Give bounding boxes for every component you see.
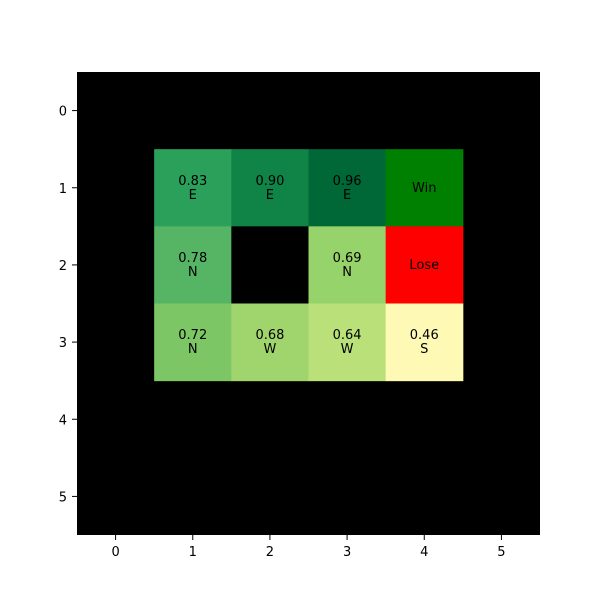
grid-cell-fill [308, 149, 387, 227]
y-tick-label: 3 [59, 336, 67, 351]
cell-value-label: 0.96 [333, 174, 362, 189]
grid-cell-fill [385, 226, 464, 304]
grid-cell [231, 226, 309, 304]
cell-value-label: 0.83 [178, 174, 207, 189]
cell-action-label: N [342, 265, 352, 280]
x-tick-label: 0 [111, 545, 119, 560]
grid-cell-fill [154, 303, 232, 382]
cell-value-label: 0.64 [333, 328, 362, 343]
cell-value-label: 0.68 [255, 328, 284, 343]
y-tick-label: 5 [59, 490, 67, 505]
x-tick-label: 3 [343, 545, 351, 560]
cell-action-label: N [188, 342, 198, 357]
grid-cell-fill [231, 303, 309, 382]
y-tick-label: 2 [59, 259, 67, 274]
grid-cell-fill [154, 149, 232, 227]
axes-layer: 0 1 2 3 4 5 0 1 2 3 4 5 [59, 105, 506, 560]
cell-value-label: 0.90 [255, 174, 284, 189]
cell-action-label: E [343, 188, 351, 203]
cell-action-label: E [266, 188, 274, 203]
grid-cell-fill [308, 226, 387, 304]
grid-cell: 0.78N [154, 226, 232, 304]
grid-cell: 0.83E [154, 149, 232, 227]
cell-value-label: 0.69 [333, 251, 362, 266]
cell-value-label: 0.72 [178, 328, 207, 343]
grid-cell-fill [385, 149, 464, 227]
cell-terminal-label: Win [412, 181, 436, 196]
cell-value-label: 0.78 [178, 251, 207, 266]
x-tick-label: 4 [420, 545, 428, 560]
y-tick-label: 1 [59, 182, 67, 197]
y-tick-label: 0 [59, 105, 67, 120]
cell-action-label: N [188, 265, 198, 280]
grid-cell: 0.64W [308, 303, 387, 382]
grid-cell: 0.69N [308, 226, 387, 304]
grid-cell: Win [385, 149, 464, 227]
cell-terminal-label: Lose [409, 258, 439, 273]
grid-cell-fill [231, 149, 309, 227]
x-tick-label: 1 [189, 545, 197, 560]
grid-cell-fill [308, 303, 387, 382]
grid-cell-fill [231, 226, 309, 304]
grid-cell-fill [154, 226, 232, 304]
grid-cell: 0.90E [231, 149, 309, 227]
grid-cell: 0.46S [385, 303, 464, 382]
cell-action-label: E [189, 188, 197, 203]
grid-cell-fill [385, 303, 464, 382]
cell-value-label: 0.46 [410, 328, 439, 343]
grid-cell: 0.68W [231, 303, 309, 382]
grid-cell: 0.72N [154, 303, 232, 382]
grid-cell: Lose [385, 226, 464, 304]
x-tick-label: 5 [497, 545, 505, 560]
cell-action-label: W [341, 342, 354, 357]
y-tick-label: 4 [59, 413, 67, 428]
grid-cell: 0.96E [308, 149, 387, 227]
cell-action-label: S [420, 342, 428, 357]
cell-action-label: W [263, 342, 276, 357]
x-tick-label: 2 [266, 545, 274, 560]
